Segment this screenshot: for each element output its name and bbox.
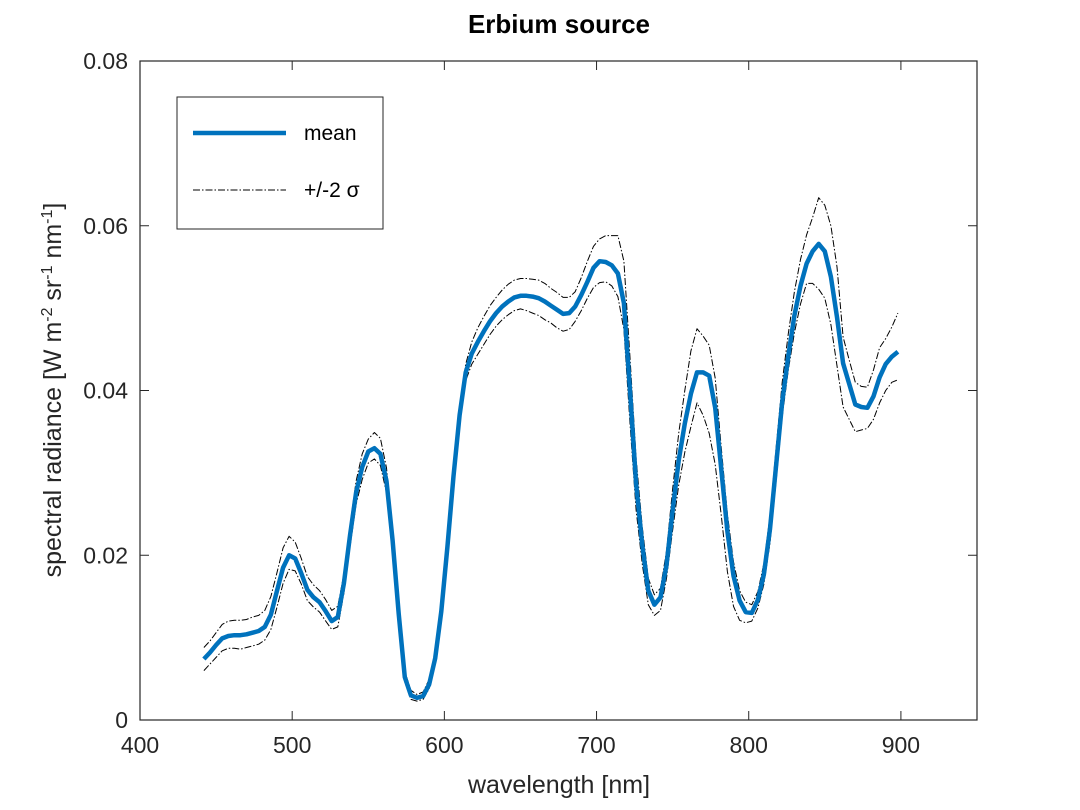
series-mean-line <box>202 241 900 701</box>
ticks-layer: 400 500 600 700 800 900 0 0.02 0.04 0.06 0.08 <box>83 48 977 758</box>
y-axis-label-part: spectral radiance [W m <box>39 322 67 578</box>
legend: mean +/-2 σ <box>176 96 384 230</box>
y-tick-label: 0.08 <box>83 48 128 74</box>
x-tick-label: 600 <box>425 732 463 758</box>
y-axis-label-superscript: -1 <box>39 209 56 223</box>
y-axis-label-part: ] <box>39 203 67 210</box>
y-axis-label-superscript: -1 <box>39 265 56 279</box>
y-axis-label: spectral radiance [W m-2 sr-1 nm-1] <box>39 203 67 578</box>
x-tick-label: 400 <box>121 732 159 758</box>
x-tick-label: 500 <box>273 732 311 758</box>
x-tick-label: 700 <box>577 732 615 758</box>
y-tick-label: 0.06 <box>83 213 128 239</box>
legend-band-label: +/-2 σ <box>304 179 360 202</box>
y-axis-label-part: nm <box>39 224 67 266</box>
y-tick-label: 0 <box>115 707 128 733</box>
series-layer <box>202 197 900 702</box>
legend-box <box>176 96 384 230</box>
x-axis-label: wavelength [nm] <box>467 771 650 799</box>
legend-mean-label: mean <box>304 122 357 145</box>
y-axis-label-part: sr <box>39 280 67 308</box>
series-lower-2sigma-line <box>203 281 899 702</box>
y-axis-label-superscript: -2 <box>39 307 56 321</box>
chart-title: Erbium source <box>468 9 650 39</box>
x-tick-label: 800 <box>730 732 768 758</box>
y-tick-label: 0.04 <box>83 378 128 404</box>
series-upper-2sigma-line <box>203 197 899 695</box>
y-tick-label: 0.02 <box>83 542 128 568</box>
x-tick-label: 900 <box>882 732 920 758</box>
